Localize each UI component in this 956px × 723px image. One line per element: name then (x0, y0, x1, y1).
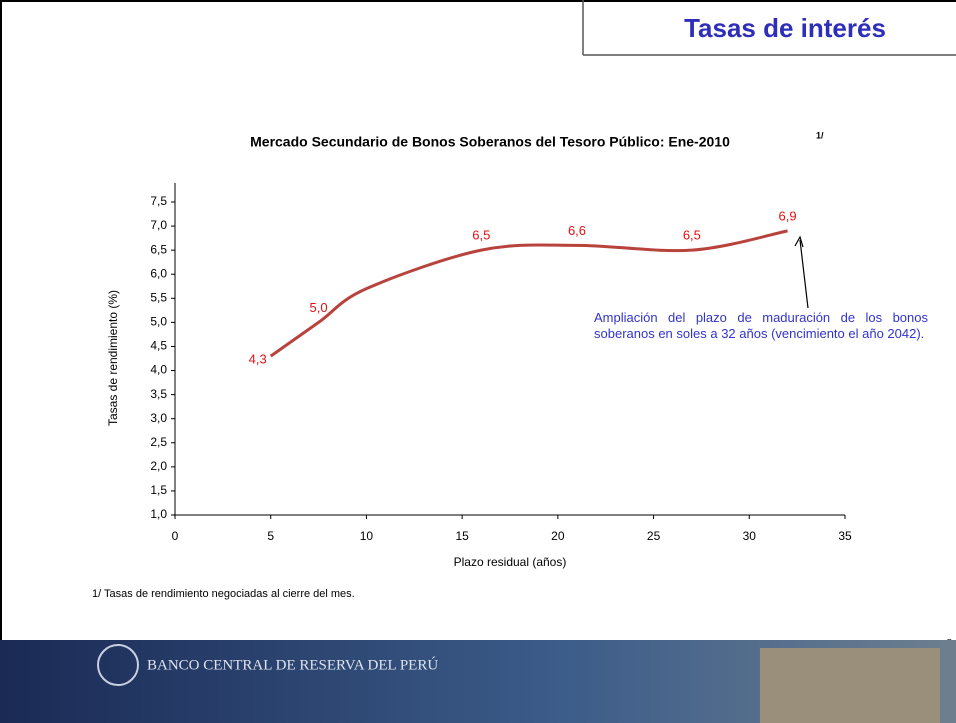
y-tick-label: 7,0 (150, 218, 167, 232)
y-tick-label: 6,0 (150, 266, 167, 280)
y-axis-label: Tasas de rendimiento (%) (106, 290, 120, 426)
y-tick-label: 3,0 (150, 411, 167, 425)
x-tick-label: 30 (743, 529, 757, 543)
data-label: 4,3 (249, 352, 267, 367)
y-tick-label: 2,5 (150, 435, 167, 449)
data-label: 6,5 (472, 228, 490, 243)
chart: Tasas de interés Mercado Secundario de B… (0, 0, 956, 723)
x-axis-label: Plazo residual (años) (454, 555, 567, 569)
footer-institution: BANCO CENTRAL DE RESERVA DEL PERÚ (147, 656, 438, 673)
data-label: 6,9 (779, 208, 797, 223)
y-tick-label: 1,0 (150, 507, 167, 521)
x-tick-label: 5 (267, 529, 274, 543)
title-note: 1/ (816, 130, 824, 140)
y-tick-label: 6,5 (150, 242, 167, 256)
footer-photo (760, 648, 940, 723)
x-tick-label: 0 (172, 529, 179, 543)
y-tick-label: 2,0 (150, 459, 167, 473)
x-tick-label: 25 (647, 529, 661, 543)
y-tick-label: 4,0 (150, 363, 167, 377)
x-tick-label: 15 (455, 529, 469, 543)
y-tick-label: 1,5 (150, 483, 167, 497)
data-label: 6,5 (683, 228, 701, 243)
x-tick-label: 10 (360, 529, 374, 543)
data-label: 5,0 (310, 300, 328, 315)
y-tick-label: 7,5 (150, 194, 167, 208)
y-tick-label: 4,5 (150, 339, 167, 353)
footnote: 1/ Tasas de rendimiento negociadas al ci… (92, 588, 355, 600)
slide: Tasas de interés Mercado Secundario de B… (0, 0, 956, 723)
annotation-arrow (795, 237, 803, 247)
data-label: 6,6 (568, 223, 586, 238)
y-tick-label: 5,5 (150, 290, 167, 304)
header-title: Tasas de interés (684, 13, 886, 43)
chart-title: Mercado Secundario de Bonos Soberanos de… (250, 134, 730, 150)
annotation-arrow (800, 240, 808, 308)
y-tick-label: 3,5 (150, 387, 167, 401)
annotation: Ampliación del plazo de maduración de lo… (594, 310, 928, 342)
x-tick-label: 20 (551, 529, 565, 543)
x-tick-label: 35 (838, 529, 852, 543)
y-tick-label: 5,0 (150, 315, 167, 329)
